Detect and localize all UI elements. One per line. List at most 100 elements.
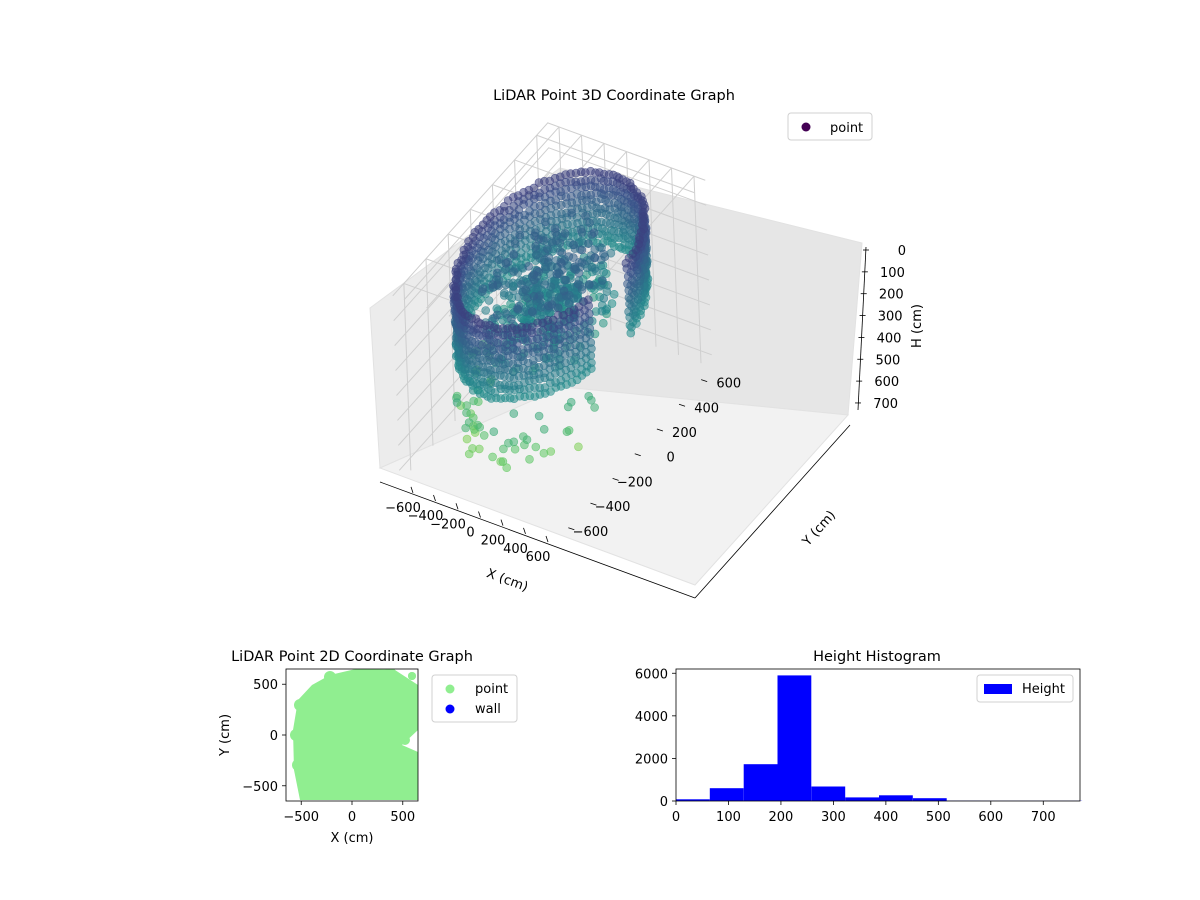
z-tick-label-3d: 100 (880, 266, 905, 281)
x-tick-label-histogram: 100 (716, 810, 741, 825)
point-3d (590, 253, 599, 263)
point-3d (524, 261, 533, 271)
point-3d (531, 442, 541, 452)
y-tick-label-3d: −400 (595, 500, 631, 515)
ticks-3d: −600−400−2000200400600−600−400−200020040… (385, 244, 906, 565)
point-3d (555, 354, 565, 364)
point-3d (539, 424, 549, 434)
point-3d (492, 268, 502, 278)
point-3d (523, 366, 533, 375)
point-3d (520, 210, 530, 220)
point-3d (564, 299, 574, 308)
x-tick-label-3d: −200 (430, 517, 466, 532)
point-3d (574, 268, 584, 278)
plot-area-2d (290, 669, 418, 800)
histogram-bar (777, 675, 812, 801)
legend-3d: point (787, 112, 873, 141)
point-3d (561, 184, 571, 194)
point-3d (566, 192, 576, 201)
point-3d (461, 423, 471, 433)
point-3d (533, 327, 542, 336)
point-3d (498, 457, 508, 466)
point-3d (586, 395, 596, 405)
point-3d (559, 286, 569, 296)
point-3d (464, 449, 474, 459)
x-tick-label-histogram: 400 (873, 810, 898, 825)
point-3d (598, 276, 607, 285)
point-3d (581, 211, 590, 221)
point-3d (462, 434, 472, 444)
point-3d (529, 275, 539, 285)
point-3d (484, 296, 494, 305)
point-3d (509, 437, 519, 447)
point-3d (529, 291, 539, 301)
y-tick-label-3d: 200 (672, 426, 697, 441)
z-tick-label-3d: 200 (879, 288, 904, 303)
point-cloud-2d (293, 669, 418, 800)
chart-3d-title: LiDAR Point 3D Coordinate Graph (493, 88, 735, 104)
point-3d (527, 307, 537, 316)
point-3d (552, 269, 562, 279)
chart-histogram: Height Histogram 0 100 200 300 400 500 600 7000… (635, 649, 1083, 825)
point-3d (501, 258, 511, 268)
point-3d (533, 283, 543, 293)
point-3d (516, 313, 526, 323)
point-3d (545, 176, 555, 186)
legend-3d-marker (801, 122, 811, 132)
point-3d (569, 240, 579, 250)
x-tick-label-3d: 0 (466, 525, 474, 540)
point-3d (590, 245, 600, 254)
point-3d (548, 315, 558, 325)
point-3d (539, 353, 549, 362)
point-3d (506, 314, 516, 324)
y-tick-label-3d: 600 (716, 377, 741, 392)
legend-2d-label-wall: wall (475, 702, 501, 717)
y-tick-label-3d: −600 (573, 525, 609, 540)
legend-histogram: Height (976, 674, 1074, 703)
point-3d (598, 318, 608, 328)
legend-3d-label: point (830, 121, 863, 136)
point-3d (549, 323, 558, 333)
histogram-bars (676, 675, 1083, 801)
x-tick-label-histogram: 700 (1031, 810, 1056, 825)
legend-3d-box (787, 112, 873, 141)
point-3d (513, 358, 523, 368)
x-tick-label-2d: 500 (390, 810, 415, 825)
pane-floor (378, 386, 850, 586)
y-tick-label-2d: 500 (253, 678, 278, 693)
y-tick-3d (678, 403, 686, 407)
point-3d (532, 250, 541, 259)
point-3d (607, 299, 617, 308)
histogram-bar (811, 786, 846, 801)
point-3d (551, 378, 560, 387)
point-3d (589, 228, 599, 237)
legend-2d: point wall (431, 674, 518, 723)
x-tick-label-histogram: 200 (769, 810, 794, 825)
point-3d (576, 330, 585, 339)
point-3d (530, 190, 539, 200)
point-3d (509, 394, 519, 404)
point-3d (625, 312, 635, 322)
z-tick-label-3d: 600 (874, 375, 899, 390)
y-tick-3d (701, 379, 708, 382)
point-3d (560, 324, 569, 333)
x-axis-label-2d: X (cm) (331, 831, 374, 846)
point-3d (566, 356, 576, 366)
histogram-title: Height Histogram (813, 649, 941, 665)
point-3d (513, 304, 522, 313)
z-tick-label-3d: 0 (898, 244, 906, 259)
point-3d (544, 338, 554, 348)
point-3d (501, 280, 511, 290)
point-3d (590, 403, 599, 412)
point-3d (568, 253, 578, 262)
y-axis-label-2d: Y (cm) (218, 714, 233, 757)
y-tick-label-2d: 0 (270, 729, 278, 744)
x-tick-3d (478, 511, 481, 518)
point-3d (551, 196, 561, 205)
x-tick-label-3d: 400 (503, 542, 528, 557)
z-axis-line (857, 246, 867, 411)
x-tick-label-histogram: 0 (672, 810, 680, 825)
point-3d (528, 356, 538, 365)
point-3d (531, 242, 540, 251)
point-3d (509, 250, 519, 259)
